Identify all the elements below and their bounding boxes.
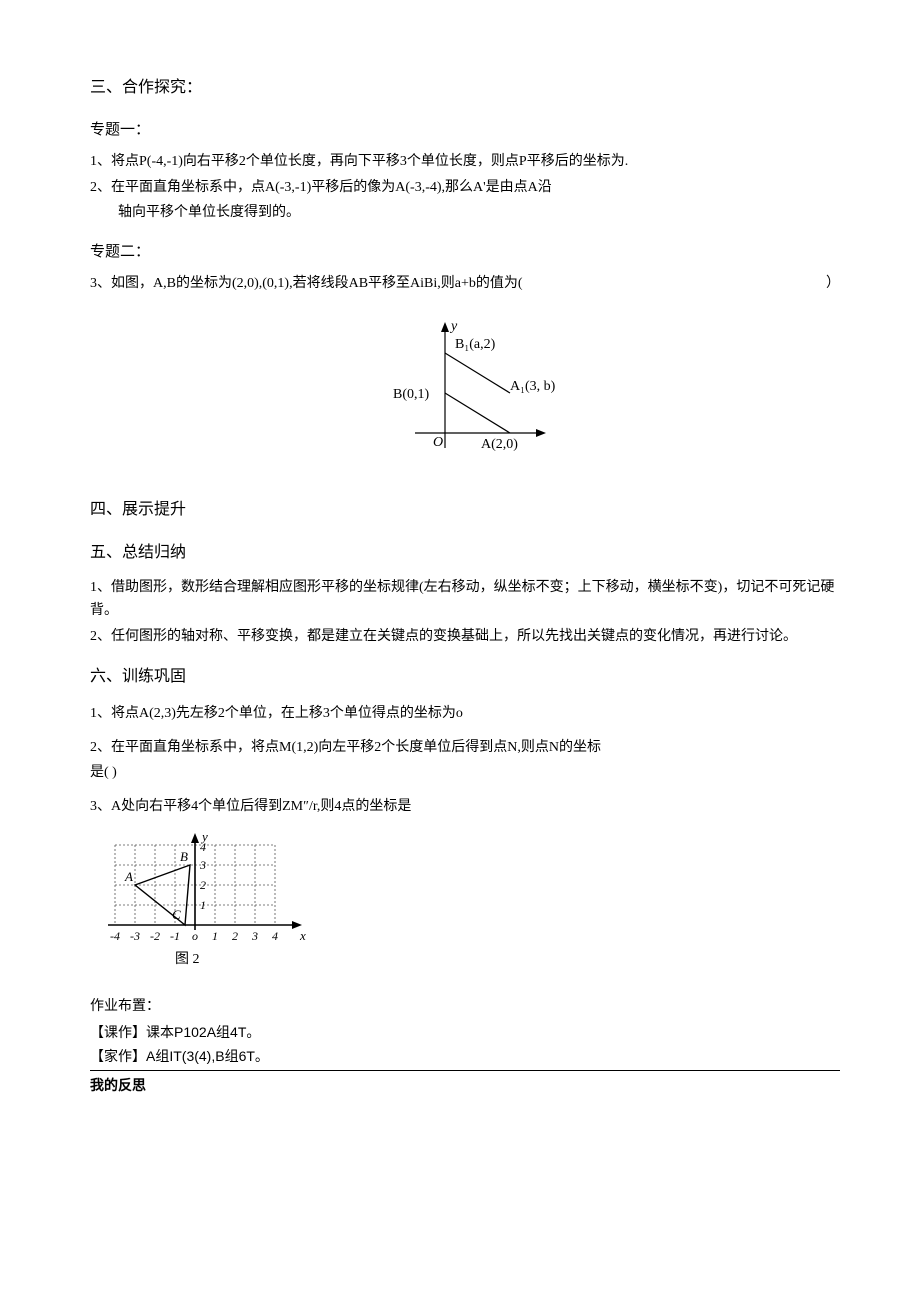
- topic2-q3-close: ）: [826, 272, 840, 296]
- fig2-ytick-2: 2: [200, 878, 206, 892]
- section-3-title: 三、合作探究：: [90, 74, 840, 103]
- topic1-q2a: 2、在平面直角坐标系中，点A(-3,-1)平移后的像为A(-3,-4),那么A'…: [90, 176, 840, 200]
- fig2-A: A: [124, 869, 133, 884]
- topic-2-title: 专题二：: [90, 239, 840, 266]
- topic1-q2b: 轴向平移个单位长度得到的。: [90, 201, 840, 225]
- my-reflection: 我的反思: [90, 1073, 840, 1098]
- fig2-ytick-3: 3: [199, 858, 206, 872]
- fig2-xtick-1: 1: [212, 929, 218, 943]
- section5-p2: 2、任何图形的轴对称、平移变换，都是建立在关键点的变换基础上，所以先找出关键点的…: [90, 625, 840, 649]
- fig2-caption: 图 2: [175, 952, 200, 967]
- figure-2-svg: A B C y x -4 -3 -2 -1 o 1 2 3 4 1 2 3 4 …: [90, 825, 320, 975]
- fig2-xtick-2: 2: [232, 929, 238, 943]
- section5-p1: 1、借助图形，数形结合理解相应图形平移的坐标规律(左右移动，纵坐标不变；上下移动…: [90, 576, 840, 624]
- fig1-A: A(2,0): [481, 437, 518, 452]
- fig2-xtick--3: -3: [130, 929, 140, 943]
- topic2-q3: 3、如图，A,B的坐标为(2,0),(0,1),若将线段AB平移至AiBi,则a…: [90, 272, 523, 296]
- fig2-ytick-1: 1: [200, 898, 206, 912]
- fig1-B1: B₁(a,2): [455, 337, 496, 352]
- fig2-B: B: [180, 849, 188, 864]
- homework-homework: 【家作】A组IT(3(4),B组6T。: [90, 1045, 840, 1069]
- fig2-xtick--4: -4: [110, 929, 120, 943]
- fig1-B: B(0,1): [393, 387, 430, 402]
- fig2-xtick-3: 3: [251, 929, 258, 943]
- section6-q2b: 是( ): [90, 761, 840, 785]
- section6-q2a: 2、在平面直角坐标系中，将点M(1,2)向左平移2个长度单位后得到点N,则点N的…: [90, 736, 840, 760]
- fig2-xtick--1: -1: [170, 929, 180, 943]
- fig2-xtick-o: o: [192, 929, 198, 943]
- section6-q1: 1、将点A(2,3)先左移2个单位，在上移3个单位得点的坐标为o: [90, 702, 840, 726]
- fig1-O: O: [433, 435, 443, 450]
- section6-q3: 3、A处向右平移4个单位后得到ZM″/r,则4点的坐标是: [90, 795, 840, 819]
- section-4-title: 四、展示提升: [90, 496, 840, 525]
- fig2-xtick-4: 4: [272, 929, 278, 943]
- fig2-x-label: x: [299, 928, 306, 943]
- section-5-title: 五、总结归纳: [90, 539, 840, 568]
- section-6-title: 六、训练巩固: [90, 663, 840, 692]
- fig1-A1: A₁(3, b): [510, 379, 556, 394]
- topic1-q1: 1、将点P(-4,-1)向右平移2个单位长度，再向下平移3个单位长度，则点P平移…: [90, 150, 840, 174]
- topic-1-title: 专题一：: [90, 117, 840, 144]
- fig1-y-label: y: [449, 319, 458, 334]
- figure-1: y B₁(a,2) B(0,1) A₁(3, b) O A(2,0): [90, 308, 840, 478]
- homework-classwork: 【课作】课本P102A组4T。: [90, 1021, 840, 1045]
- fig2-C: C: [172, 907, 181, 922]
- figure-1-svg: y B₁(a,2) B(0,1) A₁(3, b) O A(2,0): [335, 308, 595, 478]
- topic2-q3-row: 3、如图，A,B的坐标为(2,0),(0,1),若将线段AB平移至AiBi,则a…: [90, 272, 840, 296]
- figure-2: A B C y x -4 -3 -2 -1 o 1 2 3 4 1 2 3 4 …: [90, 825, 840, 985]
- divider-line: [90, 1070, 840, 1071]
- homework-title: 作业布置：: [90, 995, 840, 1019]
- fig2-ytick-4: 4: [200, 840, 206, 854]
- fig2-xtick--2: -2: [150, 929, 160, 943]
